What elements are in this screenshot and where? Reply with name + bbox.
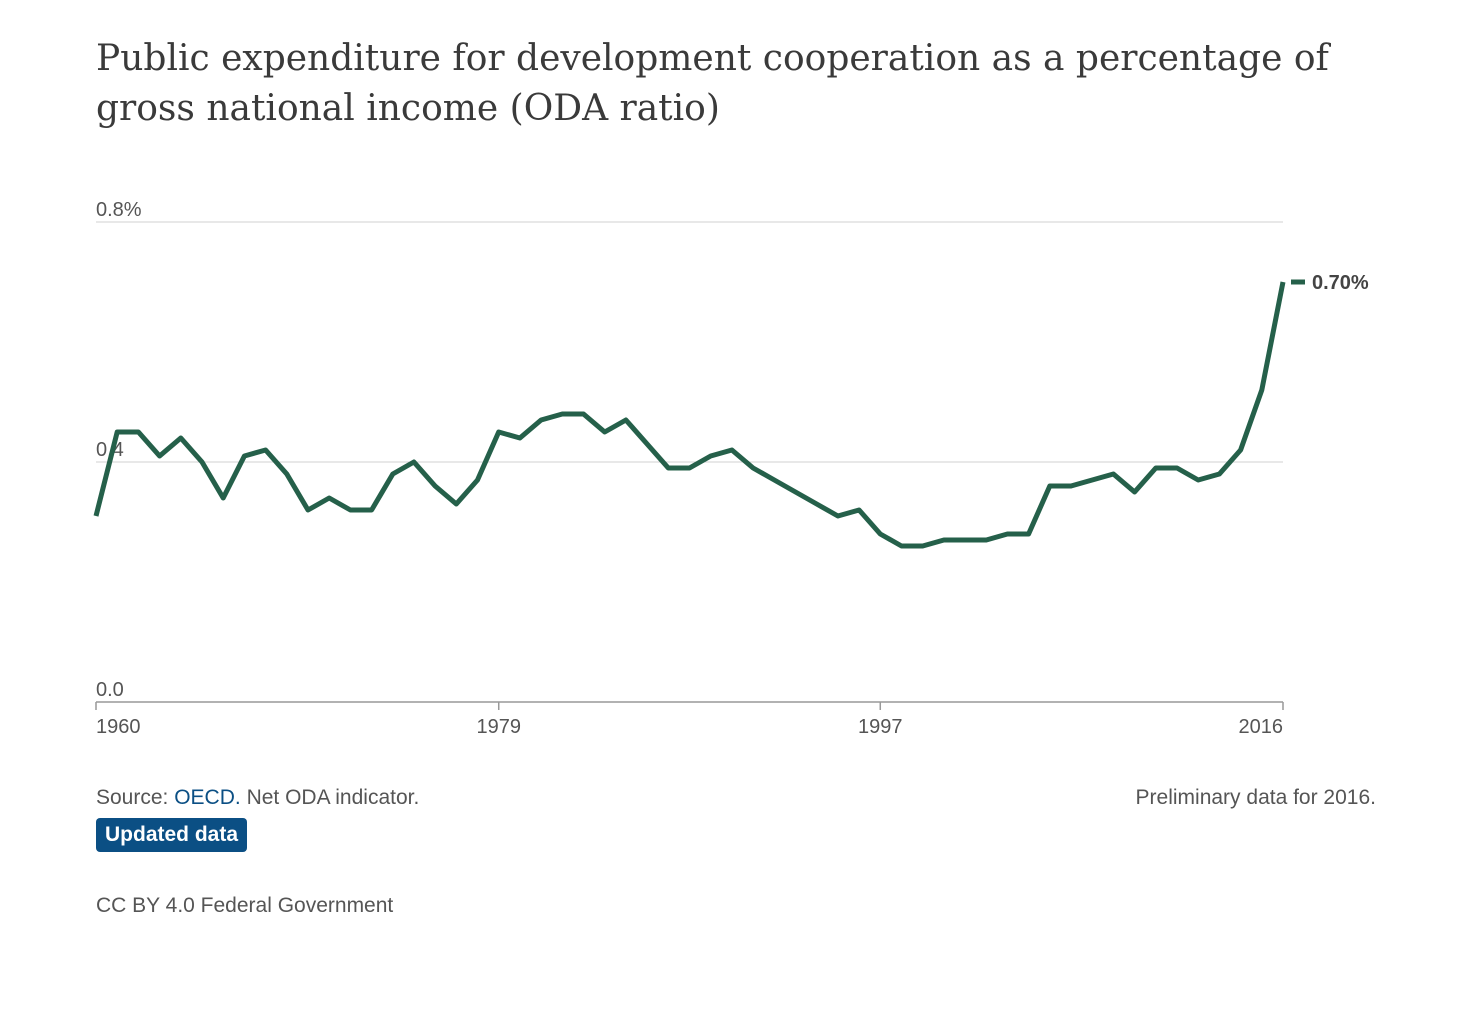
source-suffix: Net ODA indicator. [240,786,420,809]
x-axis-ticks: 1960 1979 1997 2016 [95,702,1284,738]
preliminary-note: Preliminary data for 2016. [1135,786,1376,809]
series-layer [93,281,1286,549]
y-axis-ticks: 0.0 0.4 0.8% [96,199,142,701]
license-text: CC BY 4.0 Federal Government [96,894,394,917]
x-tick-label: 1979 [476,716,521,738]
oda-ratio-line [93,281,1286,549]
source-link-oecd[interactable]: OECD. [174,786,241,809]
y-tick-label: 0.4 [96,439,124,461]
end-value-label: 0.70% [1312,272,1369,294]
y-tick-label: 0.8% [96,199,142,221]
x-tick-label: 1960 [96,716,141,738]
y-tick-label: 0.0 [96,679,124,701]
x-tick-label: 1997 [858,716,903,738]
grid-lines [96,221,1283,703]
end-marker-group: 0.70% [1291,272,1369,294]
chart-title: Public expenditure for development coope… [96,38,1329,129]
x-tick-label: 2016 [1239,716,1284,738]
line-chart: 0.0 0.4 0.8% 1960 1979 1997 2016 0.70% [93,199,1369,738]
updated-data-badge[interactable]: Updated data [96,818,248,852]
source-prefix: Source: [96,786,175,809]
source-line: Source: OECD. Net ODA indicator. [96,786,419,810]
